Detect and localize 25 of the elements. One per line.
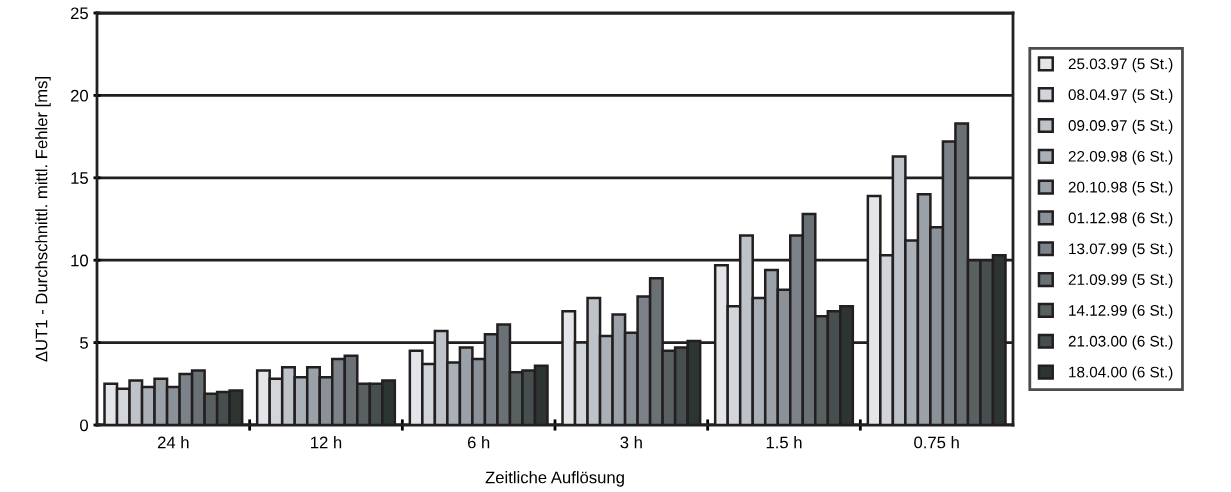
x-tick-label: 0.75 h — [914, 436, 959, 449]
legend-label: 14.12.99 (6 St.) — [1069, 304, 1173, 319]
x-tick-label: 1.5 h — [766, 436, 802, 449]
x-tick-label: 24 h — [157, 436, 189, 449]
legend-label: 21.09.99 (5 St.) — [1068, 273, 1173, 289]
y-tick-label: 20 — [70, 89, 89, 102]
legend-label: 18.04.00 (6 St.) — [1069, 366, 1173, 381]
x-tick-label: 3 h — [620, 436, 642, 449]
legend-label: 25.03.97 (5 St.) — [1068, 58, 1173, 73]
legend-label: 20.10.98 (5 St.) — [1068, 181, 1173, 196]
y-tick-label: 25 — [70, 7, 88, 20]
x-tick-label: 12 h — [311, 436, 342, 449]
y-tick-label: 0 — [80, 419, 89, 432]
y-tick-label: 10 — [71, 254, 89, 267]
x-tick-label: 6 h — [467, 436, 490, 449]
legend-label: 09.09.97 (5 St.) — [1068, 119, 1173, 134]
legend-label: 22.09.98 (6 St.) — [1068, 150, 1173, 165]
legend-label: 13.07.99 (5 St.) — [1069, 242, 1173, 258]
y-tick-label: 15 — [71, 172, 88, 184]
legend-label: 21.03.00 (6 St.) — [1068, 335, 1173, 350]
legend-label: 08.04.97 (5 St.) — [1068, 88, 1173, 104]
legend-label: 01.12.98 (6 St.) — [1068, 212, 1173, 227]
y-tick-label: 5 — [80, 337, 88, 349]
y-axis-title: ΔUT1 - Durchschnittl. mittl. Fehler [ms] — [35, 77, 51, 362]
x-axis-title: Zeitliche Auflösung — [485, 471, 624, 487]
